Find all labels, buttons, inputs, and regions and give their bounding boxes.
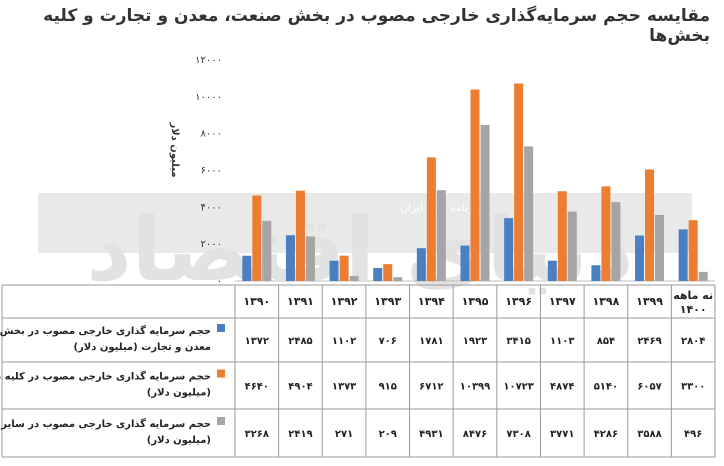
legend-label: (میلیون دلار) (147, 435, 211, 446)
bar (547, 260, 557, 281)
x-tick-label: نه ماهه (673, 289, 713, 302)
bar (339, 255, 349, 281)
data-label: ۴۹۰۴ (288, 382, 312, 393)
data-label: ۱۷۸۱ (419, 336, 443, 347)
bar (460, 245, 470, 281)
data-label: ۱۰۷۲۳ (503, 382, 534, 393)
data-label: ۱۱۰۲ (332, 336, 356, 347)
data-label: ۳۲۶۸ (245, 429, 269, 440)
legend-label: حجم سرمایه گذاری خارجی مصوب در کلیه بخش … (0, 370, 211, 383)
bar (635, 235, 645, 281)
bar (262, 220, 272, 281)
bar (305, 236, 315, 281)
y-tick-label: ۴۰۰۰ (201, 202, 222, 213)
data-label: ۴۲۸۶ (594, 429, 618, 440)
x-tick-label: ۱۳۹۷ (549, 295, 576, 308)
bar (373, 267, 383, 281)
data-label: ۵۱۴۰ (594, 382, 618, 393)
data-label: ۳۷۷۱ (550, 429, 574, 440)
data-label: ۴۹۳۱ (419, 429, 443, 440)
bar (242, 255, 252, 281)
watermark-logo: دنیای اقتصاد (86, 198, 633, 301)
bar (329, 260, 339, 281)
data-label: ۱۱۰۳ (550, 336, 574, 347)
x-tick-label: ۱۳۹۸ (592, 295, 619, 308)
bar (611, 202, 621, 281)
data-label: ۷۰۶ (379, 336, 397, 347)
bar (698, 271, 708, 281)
bar (557, 191, 567, 281)
bar (436, 190, 446, 281)
legend-label: (میلیون دلار) (147, 388, 211, 399)
bar (480, 124, 490, 281)
x-tick-label: ۱۳۹۹ (636, 295, 663, 308)
y-tick-label: ۱۰۰۰۰ (195, 92, 222, 103)
data-label: ۷۳۰۸ (506, 429, 530, 440)
y-tick-label: ۶۰۰۰ (201, 166, 222, 177)
data-label: ۲۴۱۹ (288, 429, 312, 440)
data-label: ۲۷۱ (335, 429, 353, 440)
data-label: ۶۰۵۷ (637, 382, 661, 393)
bar (383, 264, 393, 281)
x-tick-label: ۱۴۰۰ (680, 303, 707, 316)
bar (295, 190, 305, 281)
data-label: ۹۱۵ (379, 382, 397, 393)
bar (285, 235, 295, 281)
data-label: ۲۰۹ (379, 429, 397, 440)
watermark-band (38, 193, 692, 253)
y-tick-label: ۰ (217, 276, 222, 287)
bar (678, 229, 688, 281)
legend-swatch (217, 324, 225, 332)
bar (470, 89, 480, 282)
data-label: ۳۵۸۸ (637, 429, 661, 440)
bar (601, 186, 611, 281)
chart-title: مقایسه حجم سرمایه‌گذاری خارجی مصوب در بخ… (43, 6, 710, 46)
x-tick-label: ۱۳۹۳ (374, 295, 401, 308)
x-tick-label: ۱۳۹۰ (243, 295, 270, 308)
bar (688, 220, 698, 281)
x-tick-label: ۱۳۹۴ (418, 295, 445, 308)
y-tick-label: ۲۰۰۰ (201, 239, 222, 250)
data-label: ۴۶۴۰ (245, 382, 269, 393)
x-tick-label: ۱۳۹۱ (287, 295, 314, 308)
bar (349, 276, 359, 281)
bar (524, 146, 534, 281)
legend-label: معدن و تجارت (میلیون دلار) (73, 342, 211, 353)
data-label: ۳۴۱۵ (506, 336, 530, 347)
legend-label: حجم سرمایه گذاری خارجی مصوب در سایر بخش … (0, 417, 211, 430)
data-label: ۱۹۲۳ (463, 336, 487, 347)
bar (591, 265, 601, 281)
y-tick-label: ۸۰۰۰ (201, 129, 222, 140)
data-label: ۶۷۱۲ (419, 382, 443, 393)
bar (416, 248, 426, 281)
bar (393, 277, 403, 281)
bar (567, 211, 577, 281)
data-label: ۱۳۷۳ (332, 382, 356, 393)
data-label: ۲۸۰۴ (681, 336, 705, 347)
bar (514, 83, 524, 281)
legend-label: حجم سرمایه گذاری خارجی مصوب در بخش صنعت، (0, 324, 211, 337)
data-label: ۸۴۷۶ (463, 429, 487, 440)
bar (504, 218, 514, 281)
data-label: ۴۹۶ (684, 429, 702, 440)
legend-swatch (217, 417, 225, 425)
y-axis-title: میلیون دلار (169, 121, 180, 177)
data-label: ۱۳۷۲ (245, 336, 269, 347)
bar (655, 214, 665, 281)
bar (645, 169, 655, 281)
x-tick-label: ۱۳۹۵ (462, 295, 489, 308)
y-tick-label: ۱۲۰۰۰ (195, 55, 222, 66)
legend-swatch (217, 369, 225, 378)
bar (426, 157, 436, 281)
data-label: ۴۸۷۴ (550, 382, 574, 393)
bar (252, 195, 262, 281)
x-tick-label: ۱۳۹۲ (331, 295, 358, 308)
data-label: ۸۵۴ (597, 336, 615, 347)
data-label: ۱۰۳۹۹ (460, 382, 491, 393)
data-label: ۲۴۸۵ (288, 336, 312, 347)
data-label: ۳۳۰۰ (681, 382, 705, 393)
data-label: ۲۴۶۹ (637, 336, 661, 347)
x-tick-label: ۱۳۹۶ (505, 295, 532, 308)
